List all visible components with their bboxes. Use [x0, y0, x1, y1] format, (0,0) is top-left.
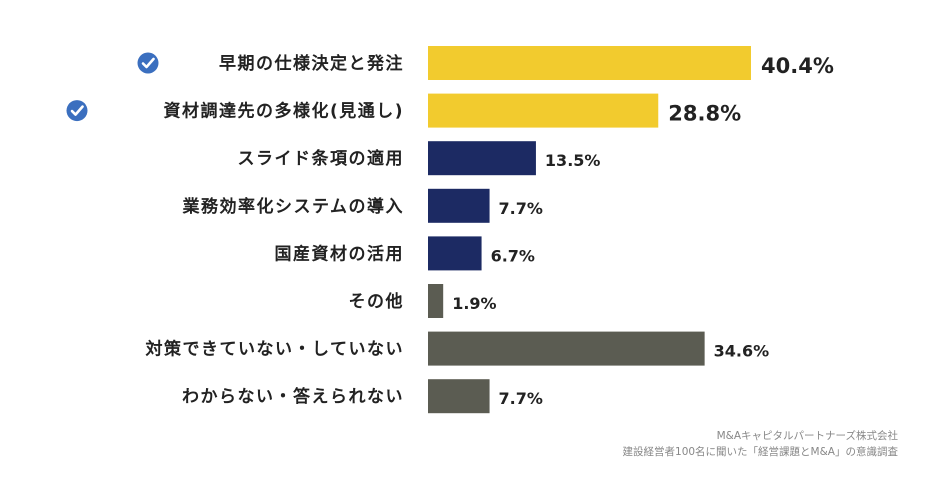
value-label-5: 1.9% [452, 294, 496, 313]
category-label-3: 業務効率化システムの導入 [183, 196, 405, 217]
bar-1 [428, 93, 659, 128]
bar-6 [428, 331, 705, 366]
source-survey: 建設経営者100名に聞いた「経営課題とM&A」の意識調査 [623, 445, 899, 458]
bar-7 [428, 379, 490, 414]
bar-3 [428, 188, 490, 223]
bar-2 [428, 141, 536, 176]
bar-4 [428, 236, 482, 271]
category-label-6: 対策できていない・していない [145, 339, 405, 360]
value-label-7: 7.7% [499, 389, 543, 408]
bar-5 [428, 284, 444, 318]
value-label-0: 40.4% [761, 54, 834, 78]
bars-layer: 早期の仕様決定と発注 40.4% 資材調達先の多様化(見通し) 28.8% スライド条項… [66, 46, 834, 414]
value-label-3: 7.7% [499, 199, 543, 218]
category-label-4: 国産資材の活用 [275, 243, 405, 264]
value-label-1: 28.8% [668, 102, 741, 126]
category-label-1: 資材調達先の多様化(見通し) [163, 101, 404, 122]
category-label-5: その他 [349, 291, 405, 312]
value-label-4: 6.7% [491, 246, 535, 265]
value-label-6: 34.6% [714, 342, 770, 361]
check-circle-icon [137, 52, 159, 74]
category-label-7: わからない・答えられない [182, 386, 404, 407]
check-circle-icon [66, 100, 88, 122]
value-label-2: 13.5% [545, 151, 601, 170]
category-label-2: スライド条項の適用 [238, 148, 405, 169]
category-label-0: 早期の仕様決定と発注 [219, 53, 404, 74]
source-company: M&Aキャピタルパートナーズ株式会社 [717, 429, 899, 442]
bar-0 [428, 46, 751, 80]
